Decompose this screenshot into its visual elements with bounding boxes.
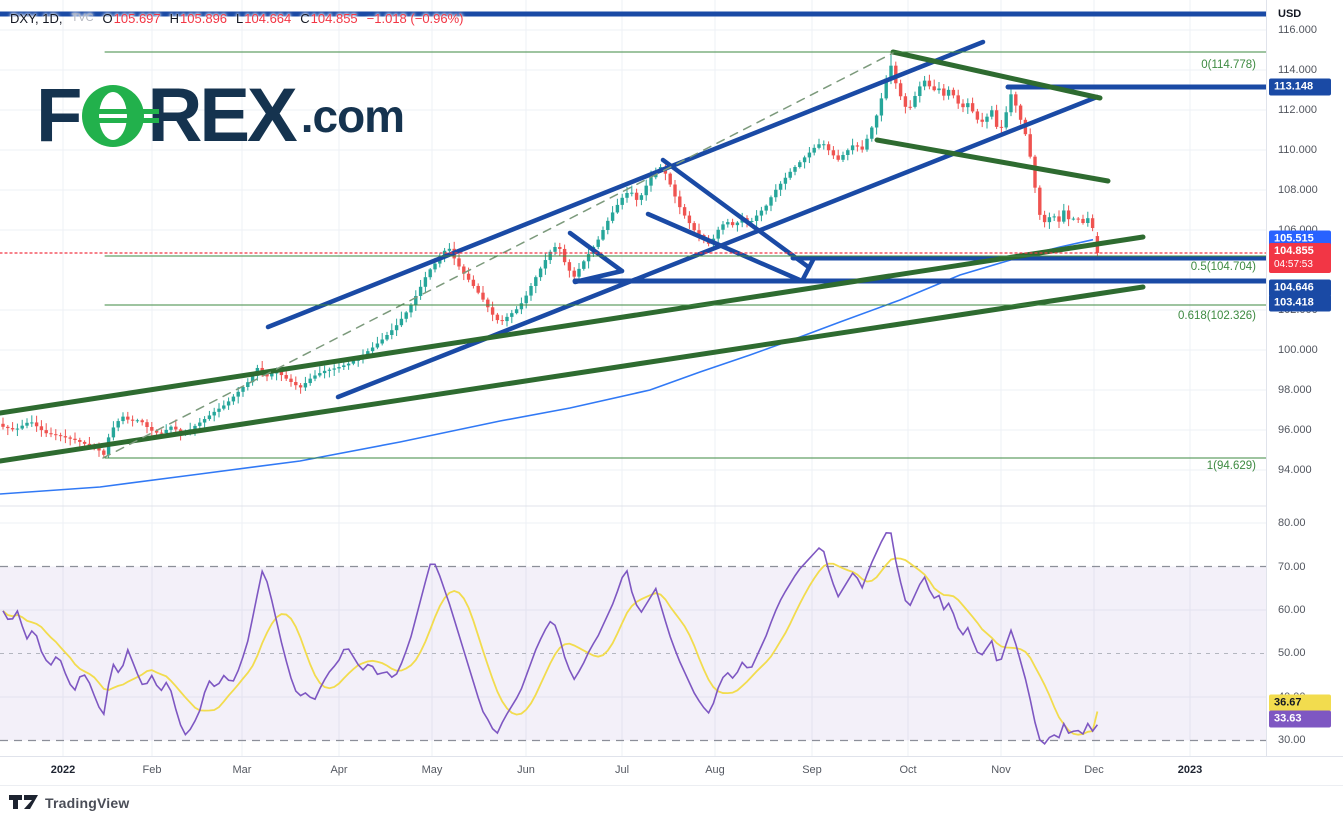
drawing-objects [0,11,1271,464]
time-label-Nov[interactable]: Nov [991,764,1011,776]
logo-o-inner [99,92,128,140]
time-label-2022[interactable]: 2022 [50,764,76,776]
axis-tick-label: 100.000 [1278,344,1318,356]
price-axis[interactable]: USD 116.000 114.000 112.000 110.000 108.000 1… [1266,0,1343,785]
time-label-Oct[interactable]: Oct [899,764,917,776]
logo-dash-icon [99,118,160,123]
price-badge-104.855: 104.855 04:57:53 [1269,243,1331,273]
axis-tick-label: 116.000 [1278,24,1317,36]
rsi-ma-line [2,557,1099,736]
axis-tick-label: 114.000 [1278,64,1317,76]
price-badge-33.63: 33.63 [1269,710,1331,728]
drawing-green-descending-2[interactable] [874,137,1111,184]
axis-tick-label: 112.000 [1278,104,1317,116]
fib-label: 1(94.629) [1206,460,1256,472]
drawing-green-channel-lower[interactable] [0,284,1146,464]
grid-lines [0,0,1266,756]
time-label-Apr[interactable]: Apr [330,764,348,776]
rsi-pane [0,565,1266,742]
time-label-Aug[interactable]: Aug [705,764,725,776]
symbol-name[interactable]: DXY, 1D, [10,11,63,26]
tradingview-mark-icon [9,795,38,809]
tradingview-logo[interactable]: TradingView [9,795,129,811]
price-badge-103.418: 103.418 [1269,294,1331,312]
tradingview-name: TradingView [45,795,130,811]
drawing-descending-line-2[interactable] [645,211,805,284]
time-label-Dec[interactable]: Dec [1084,764,1104,776]
drawing-dashed-trendline[interactable] [102,52,894,459]
axis-tick-label: 70.00 [1278,561,1306,573]
price-badge-104.646: 104.646 [1269,279,1331,297]
fib-label: 0(114.778) [1201,59,1256,71]
countdown-timer: 04:57:53 [1274,259,1313,270]
logo-letter-f: F [36,73,82,158]
axis-tick-label: 80.00 [1278,517,1306,529]
drawing-hook[interactable] [799,255,817,284]
axis-tick-label: 94.000 [1278,464,1312,476]
logo-dash-icon [99,109,160,114]
axis-tick-label: 110.000 [1278,144,1317,156]
logo-dotcom: .com [300,90,405,142]
time-label-Mar[interactable]: Mar [232,764,252,776]
forex-com-logo: F REX .com [36,73,405,158]
fib-label: 0.5(104.704) [1190,261,1256,273]
logo-letters-rex: REX [147,73,297,158]
drawing-pennant-upper[interactable] [567,230,625,274]
currency-label: USD [1278,8,1302,20]
ma-200-line [0,238,1094,495]
logo-o-coin-icon [82,85,160,147]
time-label-2023[interactable]: 2023 [1177,764,1203,776]
time-label-Feb[interactable]: Feb [142,764,162,776]
change-value: −1.018 (−0.96%) [366,11,464,26]
drawing-rising-channel-upper-blue[interactable] [265,39,986,330]
time-label-Sep[interactable]: Sep [802,764,822,776]
ohlc-high: H105.896 [169,11,228,26]
axis-tick-label: 98.000 [1278,384,1312,396]
price-badge-36.67: 36.67 [1269,694,1331,712]
ohlc-open: O105.697 [102,11,161,26]
symbol-header[interactable]: DXY, 1D, TVC O105.697 H105.896 L104.664 … [10,11,464,26]
footer-strip: TradingView [0,785,1343,819]
rsi-line [2,532,1099,745]
axis-tick-label: 96.000 [1278,424,1312,436]
drawing-descending-line-1[interactable] [660,157,810,269]
fib-label: 0.618(102.326) [1177,310,1256,322]
symbol-source: TVC [71,12,94,24]
time-label-Jun[interactable]: Jun [517,764,535,776]
axis-tick-label: 50.00 [1278,647,1306,659]
axis-tick-label: 108.000 [1278,184,1318,196]
time-label-May[interactable]: May [421,764,443,776]
price-badge-113.148: 113.148 [1269,78,1331,96]
ohlc-close: C104.855 [300,11,358,26]
axis-tick-label: 30.00 [1278,734,1306,746]
time-label-Jul[interactable]: Jul [614,764,630,776]
ohlc-low: L104.664 [236,11,292,26]
drawing-green-descending-1[interactable] [890,49,1103,101]
drawing-green-channel-upper[interactable] [0,234,1146,416]
axis-tick-label: 60.00 [1278,604,1306,616]
drawing-rising-channel-lower-blue[interactable] [335,94,1100,400]
time-axis[interactable]: 2022 Feb Mar Apr May Jun Jul Aug Sep Oct Nov Dec 202… [0,756,1343,786]
